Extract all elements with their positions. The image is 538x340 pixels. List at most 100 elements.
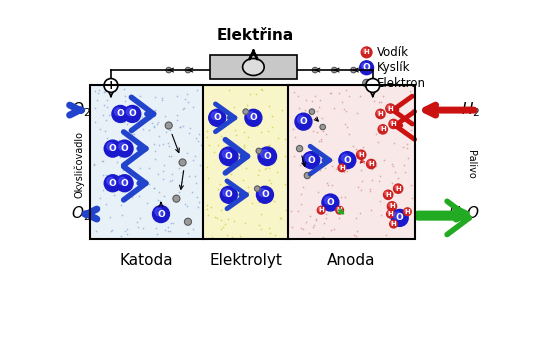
Point [217, 227, 225, 232]
Circle shape [107, 177, 115, 185]
Point [166, 128, 174, 133]
Point [265, 103, 273, 108]
Point [254, 222, 263, 228]
Point [121, 99, 129, 104]
Point [132, 173, 141, 178]
Point [135, 194, 144, 199]
Point [208, 234, 216, 239]
Point [312, 218, 321, 223]
Point [239, 142, 248, 148]
Point [254, 167, 263, 172]
Point [158, 95, 166, 101]
Text: O: O [129, 109, 136, 118]
Point [322, 132, 330, 137]
Point [99, 89, 108, 94]
Point [389, 141, 398, 146]
Point [111, 116, 119, 121]
Point [223, 188, 231, 194]
Point [382, 232, 391, 237]
Point [108, 227, 117, 232]
Circle shape [303, 152, 320, 169]
Point [103, 97, 111, 102]
Point [159, 168, 168, 174]
Circle shape [107, 143, 115, 150]
Text: H: H [387, 105, 393, 112]
Point [330, 226, 338, 232]
Point [231, 152, 240, 157]
Point [150, 185, 159, 191]
Point [136, 216, 144, 221]
Point [158, 177, 167, 182]
Point [202, 202, 211, 207]
Circle shape [331, 67, 337, 73]
Point [167, 220, 175, 226]
Point [178, 170, 186, 175]
Point [167, 171, 176, 177]
Point [252, 91, 260, 97]
Text: O: O [327, 198, 334, 207]
Text: H: H [339, 165, 345, 171]
Point [159, 214, 167, 219]
Point [160, 113, 169, 118]
Text: O: O [225, 190, 232, 199]
Circle shape [309, 109, 315, 114]
Point [308, 129, 317, 134]
Circle shape [368, 161, 372, 165]
Point [136, 165, 144, 170]
Text: O: O [157, 209, 165, 219]
Text: Anoda: Anoda [327, 253, 376, 268]
Point [194, 205, 203, 210]
Point [210, 215, 219, 220]
Point [184, 231, 193, 236]
Point [232, 132, 240, 138]
Point [257, 226, 265, 232]
Circle shape [153, 206, 169, 222]
Point [363, 162, 371, 167]
Point [296, 146, 305, 152]
Point [133, 219, 142, 224]
Point [117, 202, 125, 208]
Point [344, 94, 353, 99]
Point [376, 106, 384, 112]
Point [373, 87, 381, 92]
Point [225, 147, 234, 153]
Point [102, 136, 111, 141]
Point [291, 134, 300, 139]
Point [151, 95, 159, 100]
Point [176, 124, 185, 129]
Circle shape [358, 152, 362, 155]
Point [182, 150, 191, 155]
Point [134, 225, 143, 230]
Point [336, 160, 344, 166]
Point [95, 204, 103, 210]
Point [96, 126, 104, 131]
Point [151, 148, 159, 153]
Point [155, 198, 164, 204]
Point [366, 188, 374, 194]
Point [213, 186, 222, 191]
Point [148, 110, 157, 115]
Point [172, 117, 181, 123]
Circle shape [116, 175, 133, 192]
Circle shape [377, 111, 381, 115]
Text: $O_2$: $O_2$ [71, 205, 90, 223]
Point [247, 200, 256, 205]
Point [299, 226, 308, 231]
Circle shape [254, 186, 260, 191]
Point [134, 107, 143, 113]
Point [256, 86, 265, 92]
Point [230, 127, 239, 133]
Point [99, 187, 108, 192]
Point [339, 169, 348, 174]
Point [310, 222, 318, 228]
Text: Elektron: Elektron [377, 76, 426, 90]
Point [151, 107, 159, 113]
Text: O: O [363, 63, 371, 72]
Point [328, 157, 337, 163]
Circle shape [385, 191, 388, 195]
Point [145, 127, 153, 133]
Point [164, 140, 173, 146]
Point [239, 177, 247, 183]
Circle shape [104, 79, 118, 92]
Point [185, 173, 194, 178]
